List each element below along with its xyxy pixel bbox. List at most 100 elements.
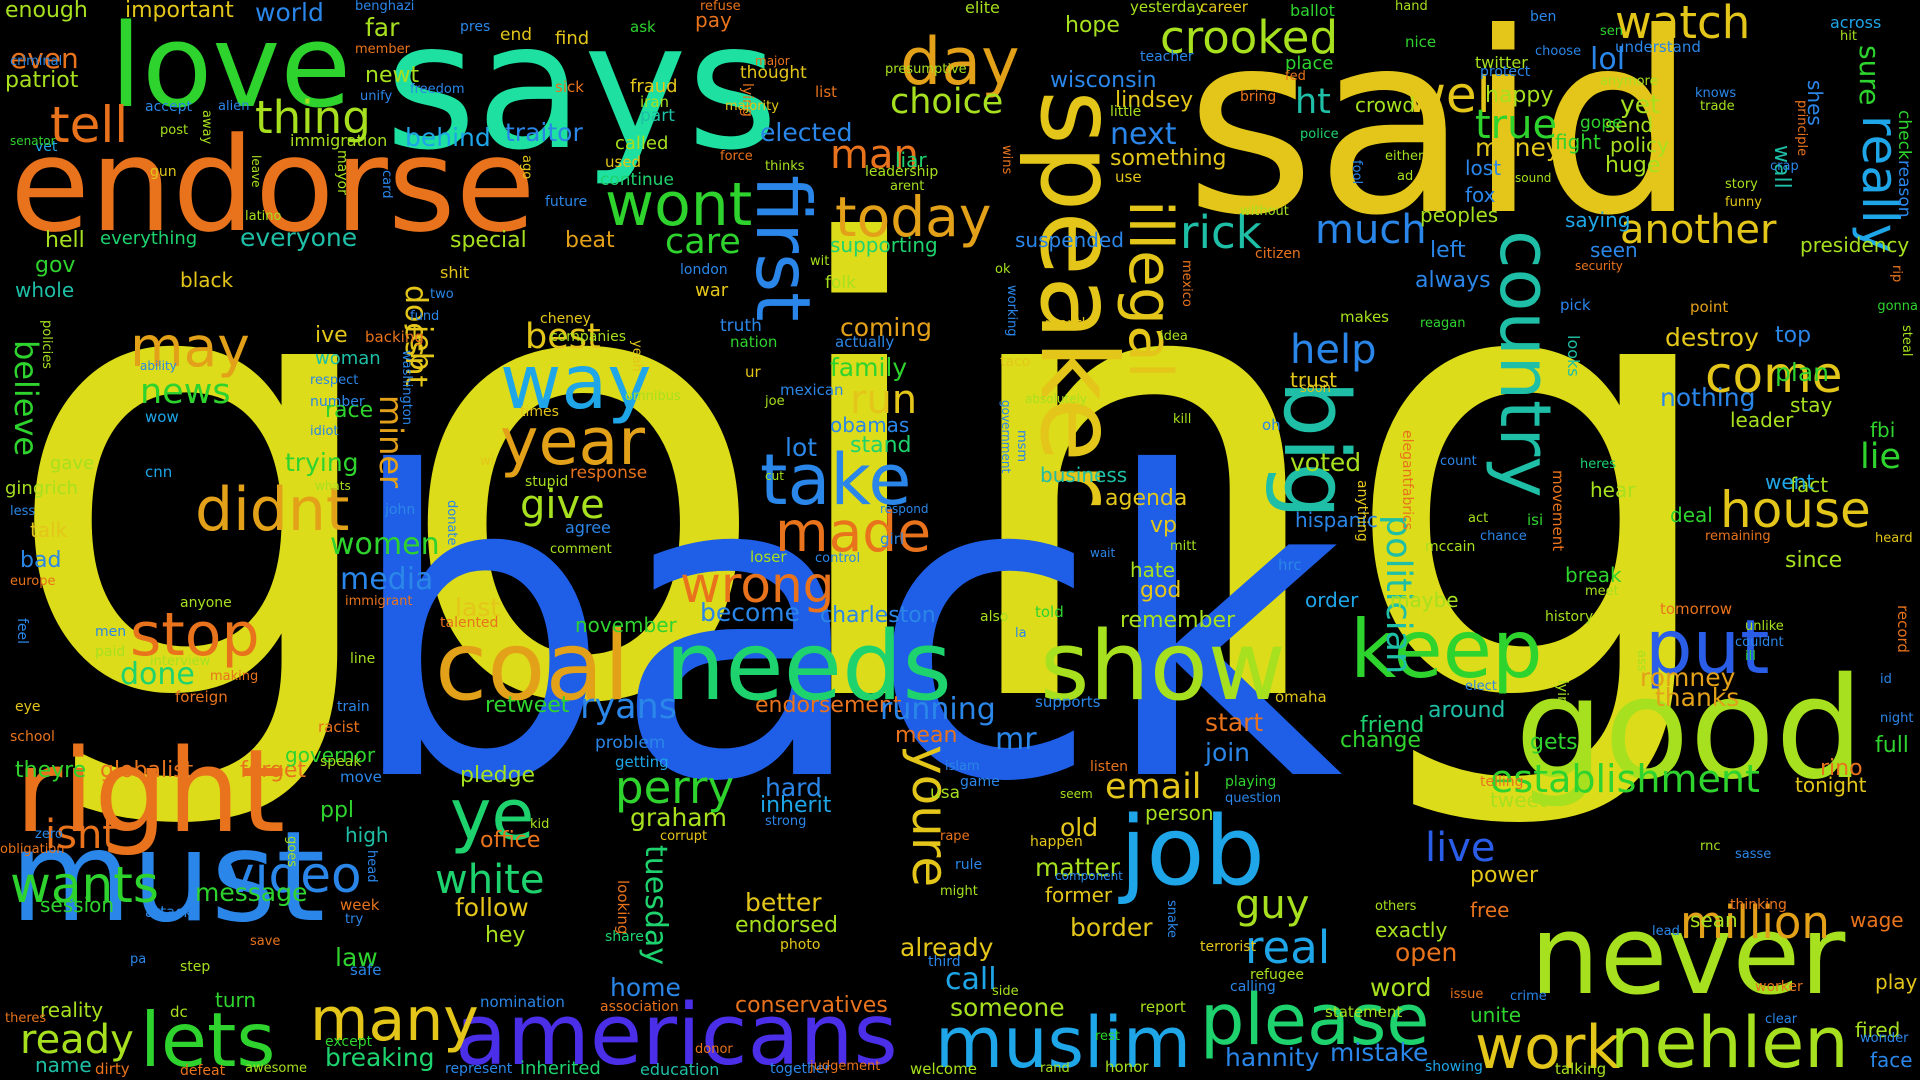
word-check: check	[1894, 110, 1914, 160]
word-told: told	[1035, 603, 1064, 621]
word-little: little	[1110, 104, 1142, 120]
word-major: major	[755, 54, 790, 68]
word-always: always	[1415, 268, 1491, 293]
word-also: also	[980, 609, 1009, 625]
word-worker: worker	[1755, 979, 1803, 995]
word-list: list	[815, 83, 838, 101]
word-lot: lot	[785, 433, 818, 462]
word-something: something	[1110, 146, 1227, 171]
word-immigration: immigration	[290, 131, 388, 150]
word-gun: gun	[150, 164, 177, 180]
word-theyre: theyre	[15, 758, 87, 783]
word-card: card	[379, 170, 394, 199]
word-rand: rand	[1040, 1061, 1070, 1076]
word-teacher: teacher	[1140, 49, 1194, 65]
word-less: less	[10, 504, 36, 519]
word-train: train	[337, 699, 370, 715]
word-around: around	[1428, 698, 1506, 723]
word-problem: problem	[595, 733, 666, 753]
word-globalist: globalist	[100, 758, 194, 783]
word-stay: stay	[1790, 393, 1833, 417]
word-remaining: remaining	[1705, 529, 1771, 544]
word-place: place	[1285, 53, 1334, 74]
word-border: border	[1070, 913, 1153, 942]
word-inherit: inherit	[760, 793, 832, 818]
word-alien: alien	[218, 99, 250, 114]
word-nomination: nomination	[480, 993, 565, 1011]
word-times: times	[520, 404, 559, 420]
word-hate: hate	[1130, 558, 1176, 582]
word-leadership: leadership	[865, 164, 939, 180]
word-anything: anything	[1354, 480, 1370, 542]
word-romney: romney	[1640, 663, 1736, 692]
word-tweet: tweet	[1490, 788, 1547, 812]
word-feel: feel	[14, 618, 30, 645]
word-agenda: agenda	[1105, 486, 1188, 511]
word-ryans: ryans	[580, 687, 677, 727]
word-session: session	[40, 893, 115, 917]
word-elected: elected	[760, 118, 853, 147]
word-looking: looking	[614, 880, 632, 935]
word-funny: funny	[1725, 195, 1762, 210]
word-reagan: reagan	[1420, 316, 1466, 331]
word-might: might	[940, 884, 978, 899]
word-heard: heard	[1875, 531, 1913, 546]
word-fact: fact	[1790, 473, 1829, 497]
word-pa: pa	[130, 952, 147, 967]
word-terrorist: terrorist	[1200, 939, 1257, 955]
word-meet: meet	[1585, 584, 1619, 599]
word-governor: governor	[285, 743, 376, 767]
word-agree: agree	[565, 518, 611, 537]
word-wi: wi	[480, 454, 495, 469]
word-talk: talk	[30, 518, 68, 542]
word-running: running	[880, 692, 996, 727]
word-hispanic: hispanic	[1295, 508, 1378, 532]
word-left: left	[1430, 238, 1466, 263]
word-fbi: fbi	[1870, 418, 1896, 442]
word-man: man	[830, 132, 919, 178]
word-good: good	[1515, 648, 1865, 811]
word-supports: supports	[1035, 693, 1101, 711]
word-gave: gave	[50, 453, 95, 474]
word-school: school	[10, 729, 55, 745]
word-ht: ht	[1295, 82, 1331, 122]
word-fool: fool	[1349, 160, 1364, 185]
word-peoples: peoples	[1420, 203, 1499, 227]
word-protect: protect	[1480, 64, 1531, 80]
word-believe: believe	[7, 340, 45, 457]
word-reason: reason	[1894, 160, 1914, 218]
word-lie: lie	[1860, 437, 1901, 477]
word-ive: ive	[315, 323, 348, 348]
word-except: except	[325, 1034, 373, 1050]
word-leave: leave	[249, 155, 263, 188]
word-omaha: omaha	[1275, 688, 1327, 706]
word-right: right	[15, 725, 286, 859]
word-ppl: ppl	[320, 798, 355, 823]
word-next: next	[1110, 117, 1177, 152]
word-gope: gope	[1580, 113, 1623, 133]
word-choose: choose	[1535, 44, 1582, 59]
word-obligation: obligation	[0, 842, 65, 857]
word-talking: talking	[1555, 1060, 1607, 1078]
word-pres: pres	[460, 19, 491, 35]
word-racist: racist	[318, 718, 360, 736]
word-endorsement: endorsement	[755, 693, 902, 718]
word-power: power	[1470, 863, 1538, 888]
word-take: take	[760, 439, 912, 521]
word-girl: girl	[880, 530, 905, 548]
word-fund: fund	[410, 309, 440, 324]
word-first: first	[739, 175, 827, 322]
word-iran: iran	[640, 93, 670, 111]
word-attack: attack	[145, 903, 193, 921]
word-story: story	[1725, 177, 1758, 192]
word-break: break	[1565, 563, 1622, 587]
word-yet: yet	[1620, 90, 1660, 119]
word-even: even	[10, 42, 79, 75]
word-white: white	[435, 857, 545, 903]
word-work: work	[1475, 1013, 1621, 1080]
word-care: care	[665, 222, 741, 262]
word-watch: watch	[1615, 0, 1751, 49]
word-refugee: refugee	[1250, 967, 1304, 983]
word-suspended: suspended	[1015, 228, 1124, 252]
